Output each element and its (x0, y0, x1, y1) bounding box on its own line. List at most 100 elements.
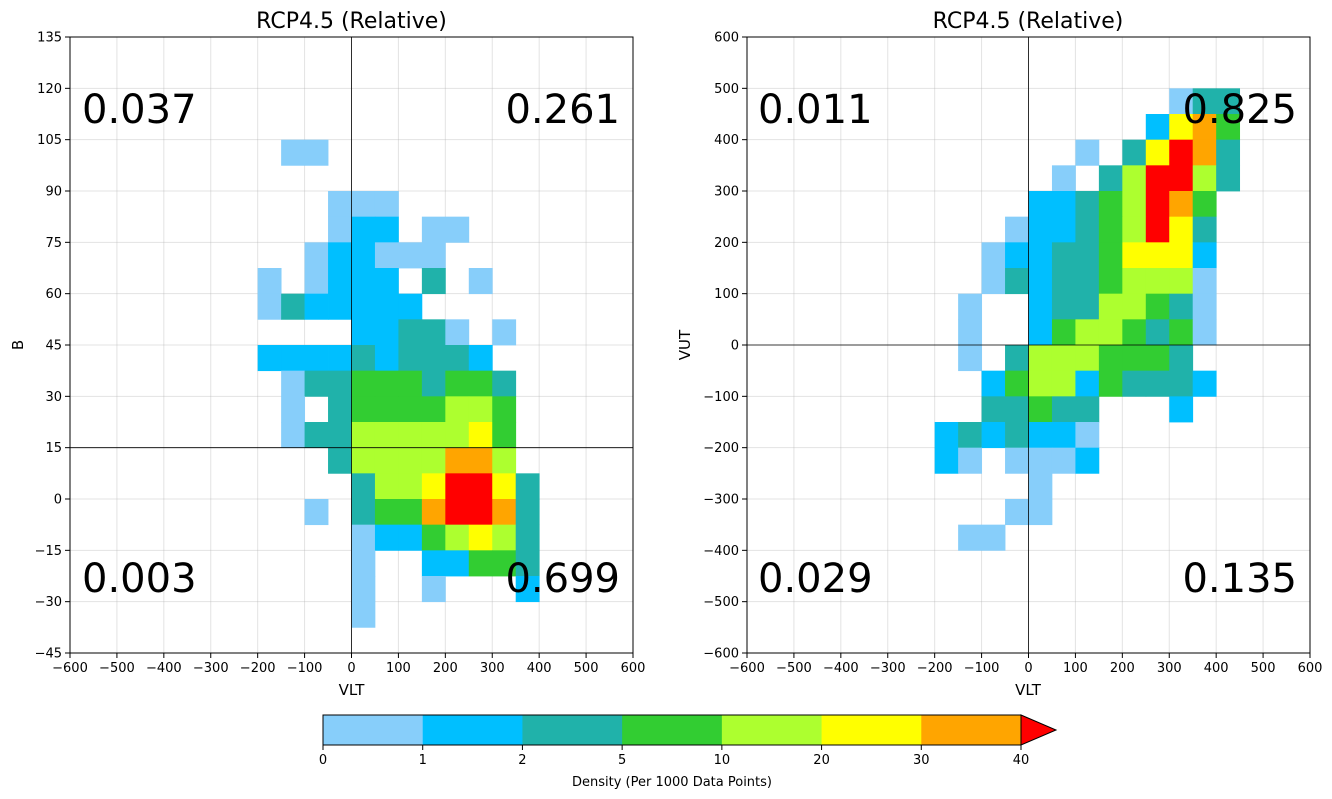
y-tick-label: 30 (45, 390, 62, 405)
heatmap-cell (1216, 88, 1241, 115)
x-axis-label: VLT (339, 681, 366, 699)
heatmap-cell (1028, 473, 1053, 500)
heatmap-cell (1169, 345, 1194, 372)
heatmap-cell (1122, 216, 1147, 243)
y-tick-label: 135 (37, 31, 62, 46)
heatmap-panel-left: RCP4.5 (Relative) 0.037 0.261 0.003 0.69… (9, 9, 645, 699)
heatmap-cell (1075, 370, 1100, 397)
heatmap-cell (421, 473, 446, 500)
colorbar-segment (622, 715, 723, 745)
heatmap-cell (934, 422, 959, 449)
heatmap-cell (1075, 216, 1100, 243)
x-tick-label: 100 (386, 661, 411, 676)
x-axis-label: VLT (1015, 681, 1042, 699)
heatmap-cell (398, 499, 423, 526)
y-tick-label: 15 (45, 441, 62, 456)
heatmap-cell (351, 576, 376, 603)
x-tick-label: −300 (870, 661, 906, 676)
heatmap-cell (1169, 293, 1194, 320)
heatmap-cell (981, 396, 1006, 423)
heatmap-cell (958, 319, 982, 346)
x-tick-label: 0 (1024, 661, 1032, 676)
heatmap-cell (1169, 88, 1194, 115)
x-tick-label: 400 (1204, 661, 1229, 676)
x-tick-label: 0 (347, 661, 355, 676)
heatmap-cell (468, 422, 493, 449)
heatmap-cell (304, 268, 329, 295)
heatmap-cell (1169, 216, 1194, 243)
colorbar: 0 1 2 5 10 20 30 40 Density (Per 1000 Data Poin… (319, 714, 1058, 790)
heatmap-cell (351, 499, 376, 526)
heatmap-cell (1051, 345, 1076, 372)
x-tick-label: 600 (621, 661, 646, 676)
heatmap-cell (1098, 216, 1123, 243)
heatmap-cell (421, 422, 446, 449)
heatmap-cell (515, 473, 540, 500)
heatmap-cell (934, 447, 959, 474)
x-tick-label: −600 (52, 661, 88, 676)
heatmap-cell (1075, 422, 1100, 449)
heatmap-cell (1028, 242, 1053, 269)
y-tick-label: 0 (54, 493, 62, 508)
heatmap-cell (421, 216, 446, 243)
colorbar-extend-arrow (1020, 714, 1058, 746)
heatmap-cell (1075, 268, 1100, 295)
heatmap-cell (1051, 165, 1076, 192)
heatmap-cell (1028, 422, 1053, 449)
heatmap-cell (351, 422, 376, 449)
heatmap-cell (958, 422, 982, 449)
heatmap-cell (468, 550, 493, 577)
heatmap-cell (421, 499, 446, 526)
heatmap-cell (1122, 191, 1147, 218)
heatmap-cell (468, 370, 493, 397)
heatmap-cell (1145, 165, 1170, 192)
heatmap-cell (1098, 319, 1123, 346)
heatmap-cell (468, 396, 493, 423)
heatmap-cell (1122, 139, 1147, 166)
heatmap-cell (958, 447, 982, 474)
heatmap-cell (468, 447, 493, 474)
heatmap-cell (328, 293, 352, 320)
x-tick-label: −600 (729, 661, 765, 676)
heatmap-cell (398, 345, 423, 372)
heatmap-cell (398, 293, 423, 320)
heatmap-cell (1051, 191, 1076, 218)
heatmap-cell (1005, 370, 1029, 397)
heatmap-cell (1028, 268, 1053, 295)
colorbar-tick-label: 10 (714, 753, 731, 768)
heatmap-cell (1169, 139, 1194, 166)
heatmap-cell (1216, 114, 1241, 141)
y-tick-label: 45 (45, 339, 62, 354)
heatmap-cell (351, 216, 376, 243)
heatmap-cell (421, 396, 446, 423)
heatmap-cell (1075, 396, 1100, 423)
colorbar-tick-label: 40 (1013, 753, 1030, 768)
x-tick-label: −100 (964, 661, 1000, 676)
heatmap-cell (351, 293, 376, 320)
heatmap-cell (1122, 268, 1147, 295)
heatmap-cell (1051, 319, 1076, 346)
heatmap-cell (1051, 293, 1076, 320)
heatmap-cell (398, 370, 423, 397)
heatmap-cell (304, 293, 329, 320)
chart-title: RCP4.5 (Relative) (933, 9, 1124, 34)
y-tick-label: −400 (703, 544, 739, 559)
heatmap-cell (304, 370, 329, 397)
heatmap-cell (445, 550, 470, 577)
heatmap-cell (1169, 268, 1194, 295)
heatmap-cell (1122, 165, 1147, 192)
x-tick-label: −300 (193, 661, 229, 676)
y-tick-label: 75 (45, 236, 62, 251)
y-tick-label: 500 (714, 82, 739, 97)
y-tick-label: 300 (714, 185, 739, 200)
x-tick-label: −500 (776, 661, 812, 676)
heatmap-cell (1169, 370, 1194, 397)
heatmap-cell (1051, 370, 1076, 397)
quadrant-bottom-left-value: 0.003 (82, 556, 197, 602)
x-tick-label: 300 (1157, 661, 1182, 676)
heatmap-cell (1216, 139, 1241, 166)
x-tick-label: 200 (1110, 661, 1135, 676)
heatmap-cell (1192, 242, 1217, 269)
heatmap-cell (1005, 216, 1029, 243)
heatmap-cell (1192, 114, 1217, 141)
